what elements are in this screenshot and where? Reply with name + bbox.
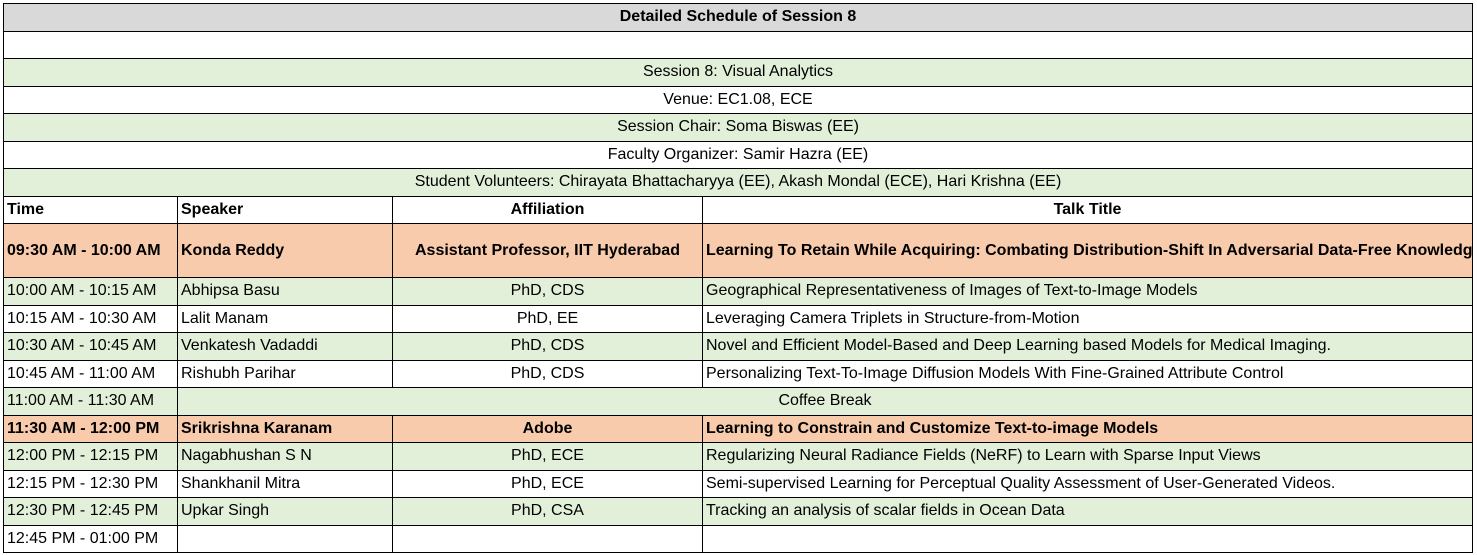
table-row: 12:15 PM - 12:30 PM Shankhanil Mitra PhD… xyxy=(3,469,1474,498)
speaker-cell: Rishubh Parihar xyxy=(177,359,393,388)
column-header-speaker: Speaker xyxy=(177,195,393,224)
talk-title-cell: Learning to Constrain and Customize Text… xyxy=(701,414,1474,443)
time-cell: 12:15 PM - 12:30 PM xyxy=(3,469,178,498)
speaker-cell: Upkar Singh xyxy=(177,497,393,526)
table-row: 10:00 AM - 10:15 AM Abhipsa Basu PhD, CD… xyxy=(3,277,1474,306)
affiliation-cell: PhD, EE xyxy=(392,304,703,333)
table-row: 10:15 AM - 10:30 AM Lalit Manam PhD, EE … xyxy=(3,304,1474,333)
speaker-cell: Abhipsa Basu xyxy=(177,277,393,306)
talk-title-cell: Novel and Efficient Model-Based and Deep… xyxy=(701,332,1474,361)
affiliation-cell: PhD, ECE xyxy=(392,469,703,498)
talk-title-cell xyxy=(701,524,1474,553)
talk-title-cell: Personalizing Text-To-Image Diffusion Mo… xyxy=(701,359,1474,388)
affiliation-cell: Assistant Professor, IIT Hyderabad xyxy=(392,223,703,278)
venue-row: Venue: EC1.08, ECE xyxy=(2,85,1474,114)
affiliation-cell: PhD, CSA xyxy=(392,497,703,526)
affiliation-cell: PhD, CDS xyxy=(392,277,703,306)
speaker-cell xyxy=(177,524,393,553)
column-header-talk-title: Talk Title xyxy=(701,195,1474,224)
time-cell: 10:15 AM - 10:30 AM xyxy=(3,304,178,333)
talk-title-cell: Regularizing Neural Radiance Fields (NeR… xyxy=(701,442,1474,471)
session-chair: Session Chair: Soma Biswas (EE) xyxy=(2,113,1474,142)
affiliation-cell xyxy=(392,524,703,553)
table-row: 10:30 AM - 10:45 AM Venkatesh Vadaddi Ph… xyxy=(3,332,1474,361)
column-header-time: Time xyxy=(3,195,178,224)
speaker-cell: Konda Reddy xyxy=(177,223,393,278)
break-row: 11:00 AM - 11:30 AM Coffee Break xyxy=(3,387,1474,416)
schedule-title: Detailed Schedule of Session 8 xyxy=(2,3,1474,32)
organizer-row: Faculty Organizer: Samir Hazra (EE) xyxy=(2,140,1474,169)
talk-title-cell: Geographical Representativeness of Image… xyxy=(701,277,1474,306)
affiliation-cell: Adobe xyxy=(392,414,703,443)
time-cell: 09:30 AM - 10:00 AM xyxy=(3,223,178,278)
table-row: 12:45 PM - 01:00 PM xyxy=(3,524,1474,553)
venue: Venue: EC1.08, ECE xyxy=(2,85,1474,114)
time-cell: 10:00 AM - 10:15 AM xyxy=(3,277,178,306)
table-row: 10:45 AM - 11:00 AM Rishubh Parihar PhD,… xyxy=(3,359,1474,388)
time-cell: 12:45 PM - 01:00 PM xyxy=(3,524,178,553)
affiliation-cell: PhD, CDS xyxy=(392,359,703,388)
talk-title-cell: Semi-supervised Learning for Perceptual … xyxy=(701,469,1474,498)
speaker-cell: Venkatesh Vadaddi xyxy=(177,332,393,361)
speaker-cell: Shankhanil Mitra xyxy=(177,469,393,498)
time-cell: 10:30 AM - 10:45 AM xyxy=(3,332,178,361)
time-cell: 10:45 AM - 11:00 AM xyxy=(3,359,178,388)
talk-title-cell: Learning To Retain While Acquiring: Comb… xyxy=(701,223,1474,278)
affiliation-cell: PhD, ECE xyxy=(392,442,703,471)
affiliation-cell: PhD, CDS xyxy=(392,332,703,361)
column-header-affiliation: Affiliation xyxy=(392,195,703,224)
schedule-table: Detailed Schedule of Session 8 Session 8… xyxy=(2,3,1474,553)
time-cell: 11:30 AM - 12:00 PM xyxy=(3,414,178,443)
table-row: 11:30 AM - 12:00 PM Srikrishna Karanam A… xyxy=(3,414,1474,443)
table-row: 12:00 PM - 12:15 PM Nagabhushan S N PhD,… xyxy=(3,442,1474,471)
faculty-organizer: Faculty Organizer: Samir Hazra (EE) xyxy=(2,140,1474,169)
session-name: Session 8: Visual Analytics xyxy=(2,58,1474,87)
column-header-row: Time Speaker Affiliation Talk Title xyxy=(3,195,1474,224)
title-row: Detailed Schedule of Session 8 xyxy=(2,3,1474,32)
talk-title-cell: Tracking an analysis of scalar fields in… xyxy=(701,497,1474,526)
blank-row xyxy=(2,30,1474,59)
table-row: 12:30 PM - 12:45 PM Upkar Singh PhD, CSA… xyxy=(3,497,1474,526)
time-cell: 12:00 PM - 12:15 PM xyxy=(3,442,178,471)
speaker-cell: Nagabhushan S N xyxy=(177,442,393,471)
blank-cell xyxy=(2,30,1474,59)
student-volunteers: Student Volunteers: Chirayata Bhattachar… xyxy=(2,168,1474,197)
table-row: 09:30 AM - 10:00 AM Konda Reddy Assistan… xyxy=(3,223,1474,278)
time-cell: 11:00 AM - 11:30 AM xyxy=(3,387,178,416)
chair-row: Session Chair: Soma Biswas (EE) xyxy=(2,113,1474,142)
speaker-cell: Srikrishna Karanam xyxy=(177,414,393,443)
time-cell: 12:30 PM - 12:45 PM xyxy=(3,497,178,526)
speaker-cell: Lalit Manam xyxy=(177,304,393,333)
volunteers-row: Student Volunteers: Chirayata Bhattachar… xyxy=(2,168,1474,197)
coffee-break-label: Coffee Break xyxy=(176,387,1474,416)
session-row: Session 8: Visual Analytics xyxy=(2,58,1474,87)
talk-title-cell: Leveraging Camera Triplets in Structure-… xyxy=(701,304,1474,333)
